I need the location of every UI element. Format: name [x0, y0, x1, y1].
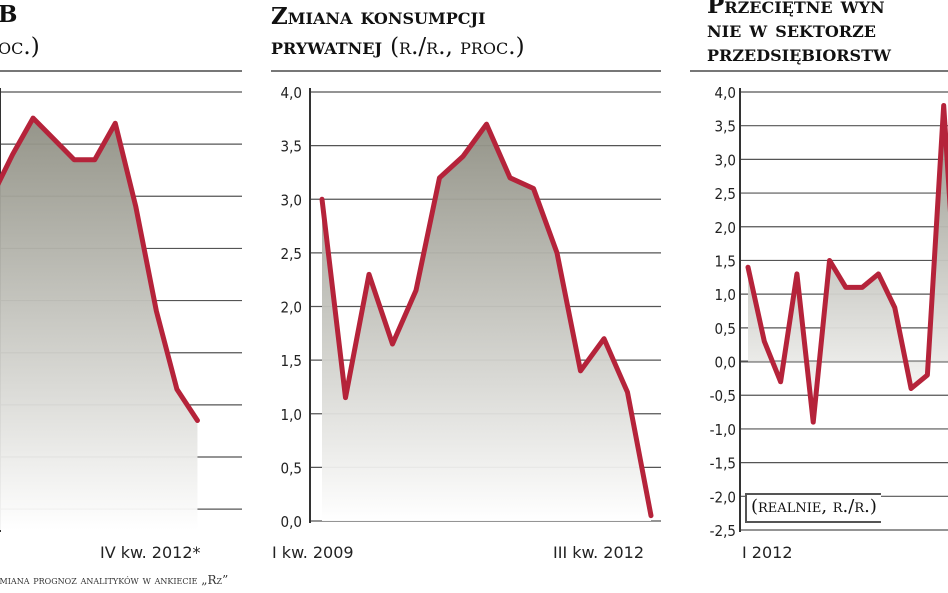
data-point: [320, 197, 324, 201]
data-point: [367, 272, 371, 276]
middle-title-rule: [271, 70, 661, 72]
data-point: [93, 158, 97, 162]
data-point: [942, 103, 946, 107]
y-tick-label: -1,5: [710, 455, 736, 473]
series-area: [748, 105, 948, 423]
data-point: [532, 187, 535, 191]
left-title-line2: roc.): [0, 34, 40, 60]
data-point: [508, 176, 512, 180]
left-title-line1: B: [0, 0, 17, 30]
data-point: [175, 387, 179, 391]
data-point: [113, 121, 117, 125]
right-title-line1: Przeciętne wyn: [707, 0, 885, 19]
data-point: [154, 309, 158, 313]
data-point: [795, 272, 799, 276]
left-title-rule: [0, 70, 242, 72]
chart-middle: 4,0 3,5 3,0 2,5 2,0 1,5 1,0 0,5 0,0: [281, 84, 661, 531]
data-point: [746, 265, 750, 269]
footnote: zmiana prognoz analityków w ankiecie „Rz…: [0, 573, 229, 587]
chart-right: 4,0 3,5 3,0 2,5 2,0 1,5 1,0 0,5 0,0 -0,5 -1,0 -1,5 -…: [710, 84, 948, 540]
chart-left: [0, 88, 242, 532]
data-point: [195, 419, 199, 422]
data-point: [762, 339, 766, 343]
y-tick-label: 3,5: [715, 118, 736, 136]
y-tick-label: 4,0: [281, 84, 302, 102]
y-tick-label: 3,0: [715, 151, 736, 169]
y-tick-label: 2,0: [281, 299, 302, 317]
y-tick-label: 2,0: [715, 219, 736, 237]
y-tick-label: 3,0: [281, 191, 302, 209]
data-point: [555, 251, 559, 255]
data-point: [461, 154, 465, 158]
middle-title-unit: (r./r., proc.): [390, 34, 525, 60]
middle-title-line2: prywatnej (r./r., proc.): [271, 32, 525, 62]
middle-x-start-label: I kw. 2009: [272, 543, 354, 562]
y-tick-label: 1,5: [715, 252, 736, 270]
data-point: [438, 176, 441, 180]
data-point: [391, 342, 394, 346]
y-tick-label: 4,0: [715, 84, 736, 102]
data-point: [602, 337, 606, 341]
y-tick-label: 0,5: [715, 320, 736, 338]
data-point: [893, 306, 897, 310]
series-area: [0, 118, 198, 530]
data-point: [579, 369, 582, 373]
data-point: [414, 288, 418, 292]
data-point: [779, 380, 783, 384]
data-point: [844, 285, 848, 289]
data-point: [485, 122, 488, 126]
right-title-rule: [690, 70, 948, 72]
y-tick-label: -2,0: [710, 488, 736, 506]
data-point: [72, 158, 76, 162]
y-tick-label: 3,5: [281, 138, 302, 156]
y-tick-label: -2,5: [710, 522, 736, 540]
right-title-line3: przedsiębiorstw: [707, 40, 891, 67]
data-point: [828, 258, 832, 262]
right-title-line2: nie w sektorze: [707, 16, 876, 43]
y-tick-label: 2,5: [715, 185, 736, 203]
data-point: [626, 390, 629, 394]
middle-title-line1: Zmiana konsumpcji: [271, 3, 486, 30]
data-point: [909, 386, 913, 390]
left-x-end-label: IV kw. 2012*: [100, 543, 201, 562]
y-tick-label: 1,5: [281, 352, 302, 370]
series-line: [745, 102, 948, 425]
right-unit-box: (realnie, r./r.): [745, 493, 881, 523]
middle-x-end-label: III kw. 2012: [553, 543, 645, 562]
data-point: [811, 420, 815, 424]
y-tick-label: 1,0: [715, 286, 736, 304]
data-point: [876, 272, 880, 276]
y-tick-label: 1,0: [281, 406, 302, 424]
middle-title-main: prywatnej: [271, 33, 383, 60]
y-tick-label: -1,0: [710, 421, 736, 439]
y-tick-label: 0,5: [281, 459, 302, 477]
data-point: [860, 285, 864, 289]
data-point: [649, 514, 653, 518]
y-tick-label: 0,0: [281, 513, 302, 531]
data-point: [52, 137, 56, 141]
y-tick-label: 2,5: [281, 245, 302, 263]
data-point: [31, 116, 35, 120]
data-point: [925, 373, 929, 377]
series-area: [322, 124, 651, 522]
data-point: [11, 153, 15, 157]
y-tick-label: -0,5: [710, 387, 736, 405]
y-tick-label: 0,0: [715, 354, 736, 372]
data-point: [134, 205, 138, 209]
right-x-start-label: I 2012: [742, 543, 793, 562]
data-point: [344, 396, 347, 400]
